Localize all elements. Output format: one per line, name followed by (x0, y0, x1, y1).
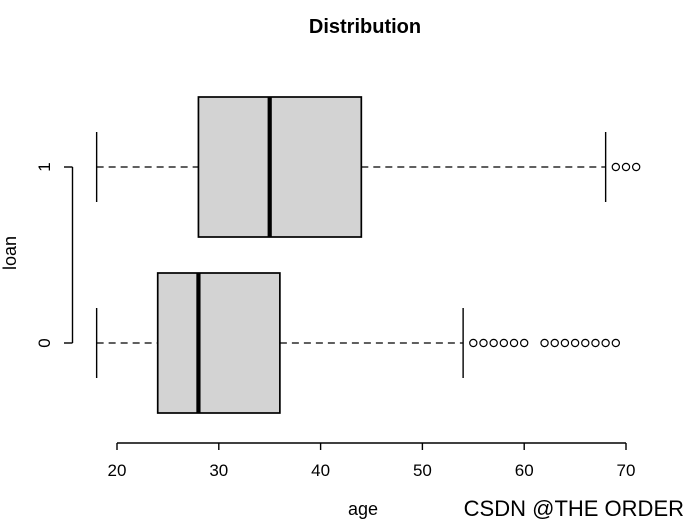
y-axis-category-label: 1 (35, 162, 54, 171)
outlier-point (509, 338, 519, 348)
outlier-point (489, 338, 498, 348)
outlier-point (631, 162, 641, 172)
outlier-point (591, 338, 600, 348)
outlier-point (570, 338, 580, 348)
outlier-point (520, 338, 529, 348)
x-axis-tick-label: 40 (311, 461, 330, 480)
outlier-point (611, 162, 621, 172)
x-axis-tick-label: 20 (108, 461, 127, 480)
x-axis-tick-label: 70 (617, 461, 636, 480)
outlier-point (621, 162, 631, 172)
x-axis-tick-label: 60 (515, 461, 534, 480)
outlier-point (540, 338, 549, 348)
outlier-point (499, 338, 509, 348)
boxplot-loan-0 (95, 272, 621, 414)
iqr-box (197, 96, 363, 238)
outlier-point (560, 338, 570, 348)
outlier-point (479, 338, 488, 348)
outlier-point (611, 338, 621, 348)
x-axis-tick-label: 50 (413, 461, 432, 480)
outlier-point (469, 338, 478, 348)
x-axis-title: age (348, 499, 378, 519)
watermark: CSDN @THE ORDER (464, 496, 684, 521)
boxplot-loan-1 (95, 96, 641, 238)
y-axis-title: loan (0, 236, 20, 270)
x-axis: 20 30 40 50 60 70 (108, 442, 636, 480)
outlier-point (581, 338, 590, 348)
chart-title: Distribution (309, 16, 421, 38)
outlier-point (601, 338, 610, 348)
iqr-box (156, 272, 281, 414)
y-axis-category-label: 0 (35, 338, 54, 347)
outlier-point (550, 338, 559, 348)
y-axis: 10 (35, 162, 74, 348)
x-axis-tick-label: 30 (209, 461, 228, 480)
